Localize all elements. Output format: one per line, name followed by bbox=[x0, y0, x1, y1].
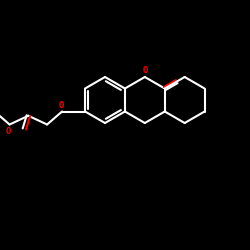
Text: O: O bbox=[6, 128, 11, 136]
Text: O: O bbox=[58, 101, 64, 110]
Text: O: O bbox=[142, 66, 148, 75]
